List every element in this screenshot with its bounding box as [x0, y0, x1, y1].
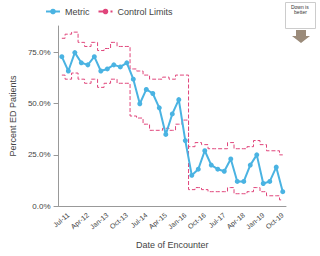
svg-text:Jul-14: Jul-14	[129, 211, 148, 229]
svg-text:Metric: Metric	[65, 7, 90, 17]
svg-text:Apr-15: Apr-15	[147, 211, 168, 231]
svg-text:75.0%: 75.0%	[28, 48, 51, 57]
svg-text:Jul-17: Jul-17	[207, 211, 226, 229]
svg-text:Jul-11: Jul-11	[52, 211, 71, 228]
svg-text:Oct-19: Oct-19	[264, 211, 285, 230]
svg-text:25.0%: 25.0%	[28, 150, 51, 159]
svg-text:Apr-18: Apr-18	[225, 211, 246, 231]
svg-text:Date of Encounter: Date of Encounter	[136, 240, 209, 250]
svg-text:Control Limits: Control Limits	[117, 7, 173, 17]
svg-text:Down is: Down is	[290, 4, 311, 10]
svg-text:Oct-13: Oct-13	[108, 211, 129, 230]
svg-text:Oct-16: Oct-16	[186, 211, 207, 230]
svg-text:Jan-13: Jan-13	[89, 211, 110, 230]
svg-text:Percent ED Patients: Percent ED Patients	[8, 75, 18, 157]
svg-text:0.0%: 0.0%	[32, 202, 50, 211]
svg-text:Apr-12: Apr-12	[69, 211, 90, 231]
svg-text:Jan-16: Jan-16	[167, 211, 188, 230]
svg-text:Jan-19: Jan-19	[245, 211, 266, 230]
svg-text:50.0%: 50.0%	[28, 99, 51, 108]
svg-text:better: better	[294, 9, 307, 15]
